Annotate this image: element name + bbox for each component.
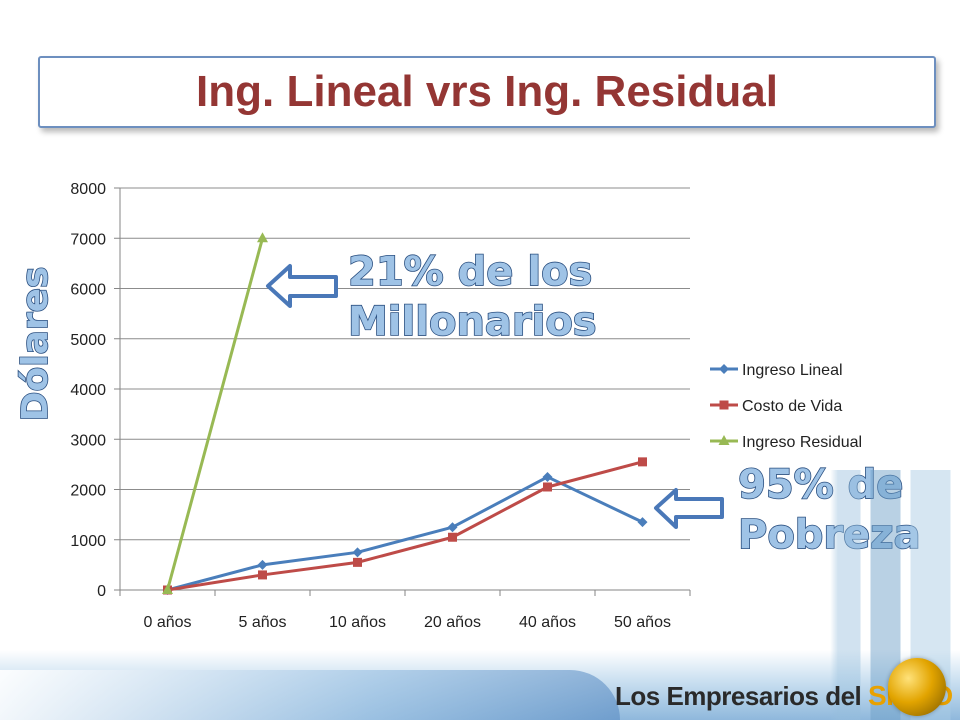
data-point-marker [719, 400, 729, 410]
series-line [167, 460, 643, 592]
data-point-marker [257, 232, 268, 243]
y-axis-ticks: 0 1000 2000 3000 4000 5000 6000 7000 8000 [70, 181, 106, 600]
data-point-marker [638, 457, 647, 467]
y-axis-label: Dólares [15, 267, 56, 422]
x-tick-label: 0 años [143, 614, 191, 631]
data-point-marker [637, 517, 648, 528]
data-point-marker [718, 435, 730, 445]
callout-millonarios-line2: Millonarios [348, 299, 597, 345]
arrow-left-icon [654, 488, 724, 529]
series-line [167, 475, 644, 592]
chart-grid [114, 187, 691, 596]
callout-millonarios-line1: 21% de los [348, 249, 592, 295]
y-tick-label: 4000 [70, 382, 106, 399]
data-point-marker [353, 557, 362, 567]
data-point-marker [447, 522, 458, 533]
y-tick-label: 3000 [70, 432, 106, 449]
y-tick-label: 1000 [70, 533, 106, 550]
x-tick-label: 20 años [424, 614, 481, 631]
legend-entry: Ingreso Lineal [742, 362, 843, 379]
y-tick-label: 8000 [70, 181, 106, 198]
legend-entry: Costo de Vida [742, 398, 842, 415]
globe-logo-icon [888, 658, 946, 716]
data-point-marker [257, 559, 268, 570]
chart-series [162, 232, 648, 595]
x-tick-label: 50 años [614, 614, 671, 631]
slide-title: Ing. Lineal vrs Ing. Residual [196, 67, 778, 116]
legend-entry: Ingreso Residual [742, 434, 862, 451]
data-point-marker [542, 471, 553, 482]
x-axis-ticks: 0 años 5 años 10 años 20 años 40 años 50 años [143, 614, 670, 631]
x-tick-label: 10 años [329, 614, 386, 631]
x-tick-label: 5 años [238, 614, 286, 631]
logo-text-main: Los Empresarios del [615, 681, 868, 711]
chart-legend: Ingreso Lineal Costo de Vida Ingreso Resid… [710, 362, 862, 451]
data-point-marker [162, 584, 173, 594]
arrow-left-icon [266, 264, 338, 308]
y-tick-label: 2000 [70, 483, 106, 500]
callout-pobreza-line1: 95% de [738, 462, 903, 508]
data-point-marker [448, 532, 457, 542]
y-tick-label: 5000 [70, 332, 106, 349]
data-point-marker [258, 570, 267, 580]
x-tick-label: 40 años [519, 614, 576, 631]
title-box: Ing. Lineal vrs Ing. Residual [38, 56, 936, 128]
data-point-marker [543, 482, 552, 492]
footer-swoosh [0, 670, 620, 720]
data-point-marker [719, 364, 729, 374]
callout-pobreza-line2: Pobreza [738, 512, 921, 558]
y-tick-label: 0 [97, 583, 106, 600]
y-tick-label: 6000 [70, 282, 106, 299]
series-line [166, 237, 264, 591]
y-tick-label: 7000 [70, 231, 106, 248]
data-point-marker [352, 547, 363, 558]
